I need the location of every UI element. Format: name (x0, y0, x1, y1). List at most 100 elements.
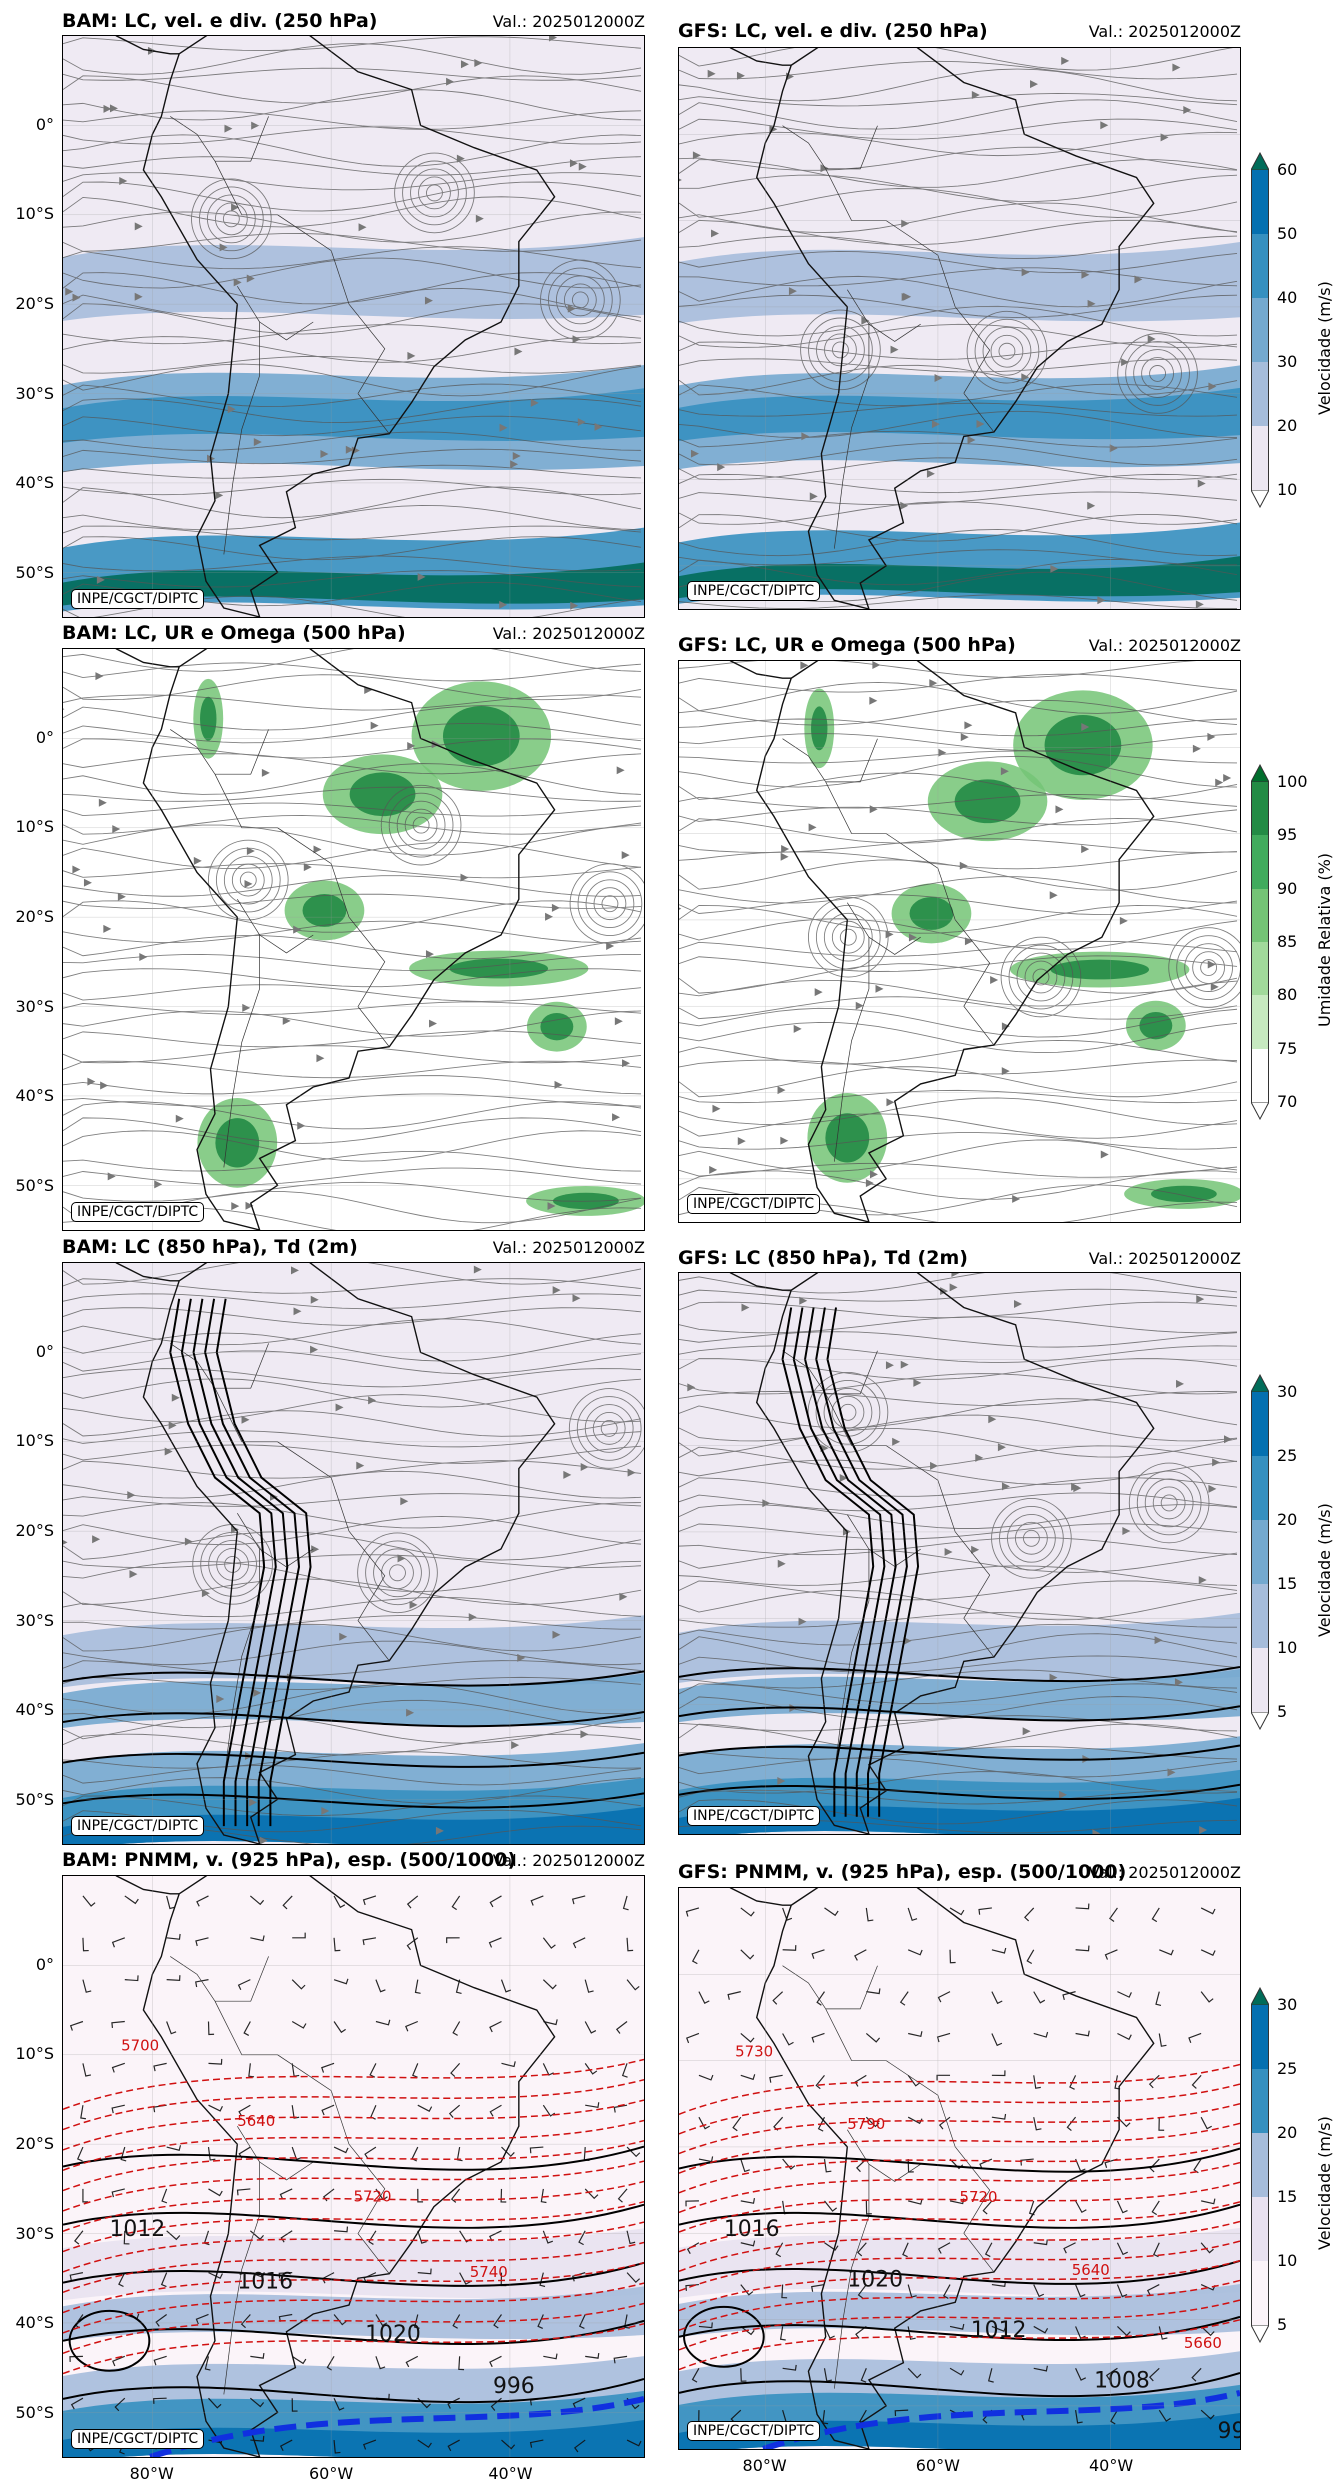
colorbar-segment (1251, 234, 1269, 298)
lat-tick-label: 40°S (15, 473, 54, 493)
colorbar-segment (1251, 2261, 1269, 2325)
panel-title: GFS: PNMM, v. (925 hPa), esp. (500/1000) (678, 1861, 1127, 1883)
coastline-central-america (115, 1263, 180, 1282)
colorbar-extend-min (1251, 1712, 1269, 1730)
map-svg (679, 661, 1240, 1222)
map-svg: 1016102010121008992984573057905720564056… (679, 1888, 1240, 2449)
credit-box: INPE/CGCT/DIPTC (687, 1194, 821, 1214)
colorbar-tick-label: 80 (1277, 985, 1298, 1005)
panel-title: BAM: PNMM, v. (925 hPa), esp. (500/1000) (62, 1849, 517, 1871)
coastline-central-america (729, 661, 792, 679)
map-svg (63, 1263, 644, 1844)
colorbar-segment (1251, 1392, 1269, 1456)
lat-tick-label: 30°S (15, 383, 54, 403)
streamlines (63, 36, 642, 617)
contour-labels: 1016102010121008992984573057905720564056… (724, 2042, 1240, 2444)
colorbar (1251, 782, 1269, 1102)
isobar-label: 996 (493, 2374, 535, 2399)
country-border (214, 1343, 269, 1389)
thickness-label: 5720 (960, 2188, 998, 2206)
lat-tick-label: 30°S (15, 1610, 54, 1630)
country-border (782, 738, 826, 783)
thickness-label: 5730 (735, 2042, 773, 2060)
colorbar-segment (1251, 2005, 1269, 2069)
lat-tick-label: 0° (35, 1341, 54, 1361)
credit-box: INPE/CGCT/DIPTC (71, 1202, 205, 1222)
colorbar-tick-label: 30 (1277, 352, 1298, 371)
coastline (142, 649, 556, 1230)
colorbar-segment (1251, 942, 1269, 996)
gridlines (679, 1888, 1240, 2449)
gridlines (679, 48, 1240, 609)
colorbar-segment (1251, 782, 1269, 836)
stream-arrows (687, 1273, 1232, 1834)
stream-arrows (63, 1265, 636, 1844)
panel-title: GFS: LC, UR e Omega (500 hPa) (678, 634, 1016, 656)
colorbar-tick-label: 15 (1277, 1574, 1298, 1593)
credit-box: INPE/CGCT/DIPTC (71, 589, 205, 609)
isobars (679, 2147, 1240, 2398)
thickness-label: 5640 (237, 2112, 275, 2130)
country-border (214, 1956, 269, 2002)
country-border (834, 1514, 870, 1774)
isobar-label: 1016 (237, 2270, 293, 2295)
map-svg: 1012 1016 1020 996 5700 5640 5720 5740 (63, 1876, 644, 2457)
coastline (142, 1876, 556, 2457)
lon-tick-label: 40°W (1088, 2456, 1134, 2475)
shaded-field (679, 661, 1240, 1222)
lat-tick-label: 40°S (15, 2313, 54, 2333)
credit-box: INPE/CGCT/DIPTC (687, 1806, 821, 1826)
country-border (259, 2161, 314, 2181)
country-border (170, 1956, 216, 2002)
isobar-label: 1020 (847, 2267, 903, 2292)
colorbar-tick-label: 70 (1277, 1092, 1298, 1111)
country-border (259, 934, 314, 954)
colorbar-segment (1251, 2133, 1269, 2197)
lat-tick-label: 20°S (15, 2134, 54, 2154)
colorbar-extend-max (1251, 764, 1269, 782)
lon-tick-label: 40°W (488, 2464, 533, 2483)
streamlines (679, 48, 1238, 609)
isobar-label: 992 (1218, 2419, 1240, 2444)
isobar-label: 1012 (109, 2217, 165, 2242)
panel-title: BAM: LC, vel. e div. (250 hPa) (62, 10, 378, 32)
country-border (834, 902, 870, 1162)
gridlines (679, 661, 1240, 1222)
colorbar-tick-label: 30 (1277, 1382, 1298, 1401)
colorbar-tick-label: 25 (1277, 1446, 1298, 1465)
country-border (223, 899, 260, 1168)
lat-tick-label: 10°S (15, 817, 54, 837)
panel-title: BAM: LC (850 hPa), Td (2m) (62, 1236, 358, 1258)
colorbar-segment (1251, 995, 1269, 1049)
thickness-5400-line (762, 2389, 1240, 2449)
lat-tick-label: 10°S (15, 2044, 54, 2064)
coastline (142, 1263, 556, 1844)
lat-tick-label: 40°S (15, 1086, 54, 1106)
shaded-field (679, 48, 1240, 609)
colorbar-tick-label: 10 (1277, 2251, 1298, 2270)
valid-time: Val.: 2025012000Z (492, 1238, 645, 1257)
colorbar-extend-max (1251, 152, 1269, 170)
colorbar-extend-max (1251, 1374, 1269, 1392)
colorbar-tick-label: 50 (1277, 224, 1298, 243)
lat-tick-label: 30°S (15, 996, 54, 1016)
isobar-label: 1016 (724, 2217, 780, 2242)
colorbar-tick-label: 5 (1277, 2315, 1288, 2334)
country-border (170, 729, 216, 775)
lat-tick-label: 50°S (15, 1176, 54, 1196)
valid-time: Val.: 2025012000Z (1088, 1863, 1241, 1882)
colorbar-tick-label: 30 (1277, 1995, 1298, 2014)
country-border (868, 936, 921, 955)
map-svg (63, 36, 644, 617)
credit-box: INPE/CGCT/DIPTC (687, 581, 821, 601)
map-gfs-pnmm: 1016102010121008992984573057905720564056… (678, 1887, 1241, 2450)
lat-tick-label: 40°S (15, 1700, 54, 1720)
map-gfs-250hpa: INPE/CGCT/DIPTC (678, 47, 1241, 610)
map-svg (679, 1273, 1240, 1834)
colorbar-tick-label: 15 (1277, 2187, 1298, 2206)
colorbar-tick-label: 90 (1277, 878, 1298, 898)
map-bam-pnmm: 1012 1016 1020 996 5700 5640 5720 5740 INPE/CGCT… (62, 1875, 645, 2458)
colorbar-segment (1251, 1584, 1269, 1648)
coastline (755, 1273, 1155, 1834)
coastline-central-america (729, 1273, 792, 1291)
